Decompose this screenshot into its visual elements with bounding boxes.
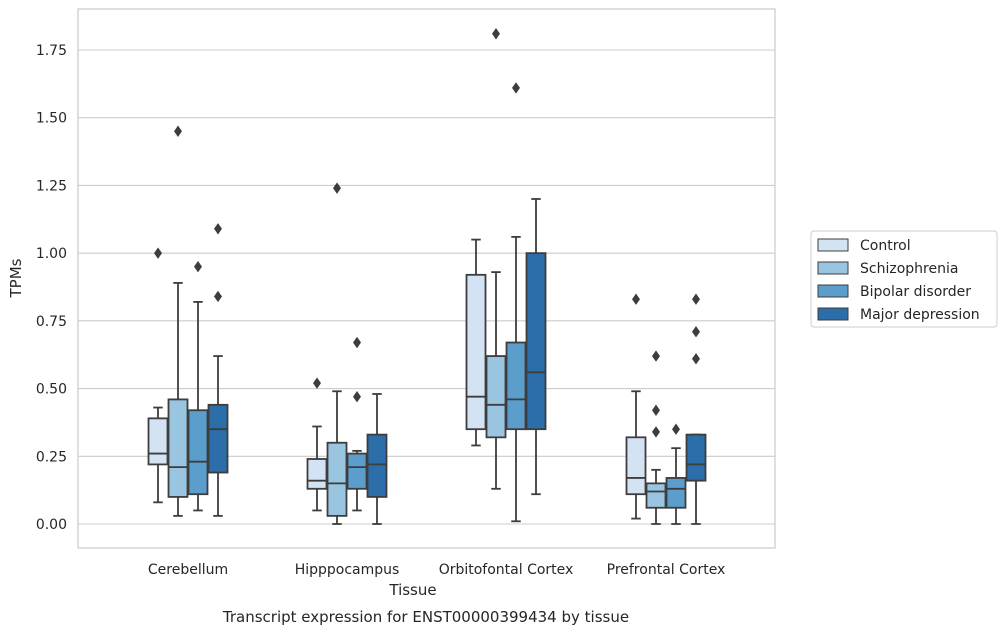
legend-swatch — [817, 261, 849, 275]
legend-frame — [810, 230, 998, 328]
y-tick-label: 0.50 — [36, 382, 67, 398]
box — [625, 293, 647, 520]
iqr-box — [326, 441, 348, 517]
plot-area-frame — [77, 8, 776, 549]
y-tick-label: 0.75 — [36, 314, 67, 330]
legend-swatch — [817, 284, 849, 298]
legend-swatch — [817, 307, 849, 321]
iqr-box — [306, 458, 328, 490]
x-tick-label: Orbitofontal Cortex — [439, 562, 574, 578]
iqr-box — [465, 273, 487, 431]
legend-swatch — [817, 238, 849, 252]
iqr-box — [147, 417, 169, 466]
legend-entry: Bipolar disorder — [860, 284, 971, 300]
x-axis-label: Tissue — [388, 581, 436, 599]
box — [207, 223, 229, 517]
box — [465, 238, 487, 447]
iqr-box — [366, 433, 388, 498]
outlier-point — [492, 28, 500, 40]
y-tick-label: 1.25 — [36, 178, 67, 194]
box — [306, 377, 328, 512]
iqr-box — [346, 452, 368, 490]
legend-entry: Major depression — [860, 307, 980, 323]
iqr-box — [167, 398, 189, 498]
iqr-box — [207, 403, 229, 474]
chart-caption: Transcript expression for ENST0000039943… — [222, 608, 629, 626]
iqr-box — [505, 341, 527, 431]
outlier-point — [214, 223, 222, 235]
series-control — [147, 238, 647, 520]
iqr-box — [625, 436, 647, 496]
x-tick-labels: Cerebellum Hipppocampus Orbitofontal Corte… — [148, 562, 725, 578]
iqr-box — [665, 477, 687, 509]
series-major-depression — [207, 198, 707, 525]
x-tick-label: Cerebellum — [148, 562, 228, 578]
y-tick-labels: 0.00 0.25 0.50 0.75 1.00 1.25 1.50 1.75 — [36, 43, 67, 533]
outlier-point — [194, 260, 202, 273]
box — [485, 28, 507, 490]
box — [645, 350, 667, 525]
iqr-box — [187, 409, 209, 496]
iqr-box — [685, 433, 707, 482]
outlier-point — [652, 350, 660, 362]
legend-entry: Schizophrenia — [860, 261, 958, 277]
y-tick-label: 1.00 — [36, 246, 67, 262]
series-schizophrenia — [167, 28, 667, 525]
box — [167, 125, 189, 517]
iqr-box — [645, 482, 667, 509]
box — [685, 293, 707, 525]
box — [366, 393, 388, 525]
box-series — [147, 28, 707, 525]
box — [505, 82, 527, 523]
outlier-point — [652, 426, 660, 438]
x-tick-label: Hipppocampus — [295, 562, 400, 578]
outlier-point — [353, 336, 361, 349]
outlier-point — [214, 290, 222, 303]
y-tick-label: 1.75 — [36, 43, 67, 59]
outlier-point — [154, 247, 162, 259]
iqr-box — [485, 355, 507, 439]
legend: Control Schizophrenia Bipolar disorder Majo… — [810, 230, 998, 328]
legend-entry: Control — [860, 238, 911, 254]
box — [326, 182, 348, 525]
outlier-point — [692, 353, 700, 365]
y-tick-label: 1.50 — [36, 111, 67, 127]
outlier-point — [632, 293, 640, 305]
box — [346, 336, 368, 512]
x-tick-label: Prefrontal Cortex — [607, 562, 726, 578]
y-tick-label: 0.25 — [36, 449, 67, 465]
outlier-point — [333, 182, 341, 194]
outlier-point — [652, 404, 660, 416]
outlier-point — [353, 390, 361, 403]
box — [187, 260, 209, 512]
box — [147, 247, 169, 504]
series-bipolar-disorder — [187, 82, 687, 525]
outlier-point — [512, 82, 520, 94]
y-axis-label: TPMs — [7, 258, 25, 298]
outlier-point — [672, 423, 680, 435]
y-tick-label: 0.00 — [36, 517, 67, 533]
outlier-point — [692, 293, 700, 305]
outlier-point — [174, 125, 182, 137]
iqr-box — [525, 252, 547, 431]
box — [525, 198, 547, 496]
box — [665, 423, 687, 525]
outlier-point — [692, 325, 700, 338]
outlier-point — [313, 377, 321, 389]
